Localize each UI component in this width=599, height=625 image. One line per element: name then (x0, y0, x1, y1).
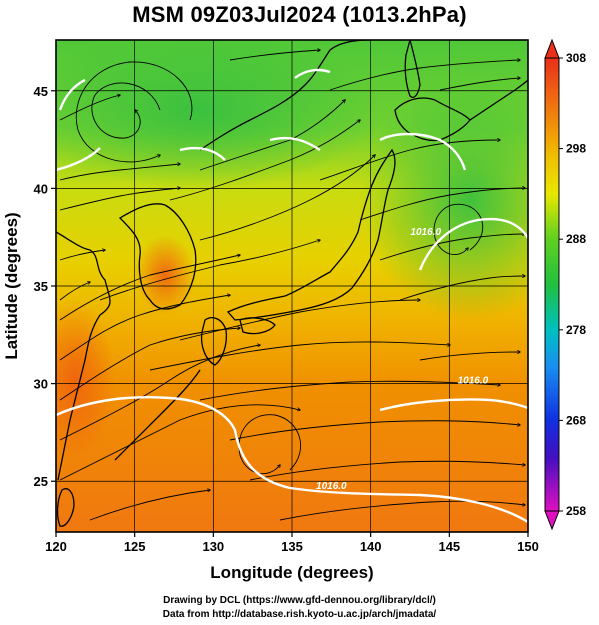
y-axis-label: Latitude (degrees) (2, 212, 21, 359)
colorbar-tick-label: 298 (566, 142, 586, 156)
isobar (179, 146, 226, 161)
isobar-label: 1016.0 (316, 481, 347, 492)
colorbar-tick-label: 258 (566, 504, 586, 518)
colorbar-ticks: 308 298 288 278 268 258 (559, 51, 586, 518)
kuril-islands (469, 79, 528, 121)
streamline (169, 120, 360, 201)
china-coast (56, 231, 111, 481)
taiwan-island (56, 488, 75, 527)
colorbar-tick-label: 278 (566, 323, 586, 337)
streamline (199, 100, 345, 171)
streamline (229, 50, 320, 61)
colorbar-tick-label: 288 (566, 232, 586, 246)
x-tick-label: 125 (124, 539, 146, 554)
korea-peninsula (118, 203, 197, 310)
x-axis-ticks: 120 125 130 135 140 145 150 (45, 532, 539, 554)
streamline (399, 276, 525, 301)
credit-drawing: Drawing by DCL (https://www.gfd-dennou.o… (163, 595, 436, 606)
isobar (58, 78, 86, 111)
x-tick-label: 120 (45, 539, 67, 554)
streamline (59, 250, 105, 261)
streamline (439, 78, 520, 91)
y-tick-label: 30 (34, 377, 48, 392)
x-tick-label: 140 (360, 539, 382, 554)
streamline (179, 300, 420, 341)
streamline (59, 255, 240, 321)
isobar-label: 1016.0 (458, 376, 489, 387)
plot-area: 1016.0 1016.0 1016.0 (56, 40, 528, 532)
streamline (59, 164, 180, 181)
y-tick-label: 40 (34, 181, 48, 196)
colorbar: 308 298 288 278 268 258 (544, 38, 586, 531)
chart-title: MSM 09Z03Jul2024 (1013.2hPa) (132, 2, 467, 27)
streamline (199, 380, 500, 401)
isobar (379, 132, 467, 171)
streamline (89, 490, 210, 521)
colorbar-tick-label: 308 (566, 51, 586, 65)
colorbar-extend-top (544, 38, 560, 59)
streamline (59, 95, 120, 121)
x-tick-label: 135 (281, 539, 303, 554)
streamline-vortex (91, 82, 161, 139)
colorbar-tick-label: 268 (566, 413, 586, 427)
russia-coast (199, 40, 371, 151)
hokkaido-island (394, 97, 471, 142)
honshu-island (226, 148, 396, 321)
streamline (59, 295, 230, 361)
streamline (59, 345, 260, 441)
y-tick-label: 45 (34, 84, 48, 99)
isobar-labels: 1016.0 1016.0 1016.0 (316, 227, 489, 492)
credit-data-source: Data from http://database.rish.kyoto-u.a… (162, 609, 437, 620)
streamline (59, 282, 90, 301)
x-tick-label: 145 (438, 539, 460, 554)
streamline (419, 352, 520, 361)
y-tick-label: 25 (34, 474, 48, 489)
streamline-vortex (433, 203, 484, 256)
kyushu-island (200, 317, 228, 366)
x-axis-label: Longitude (degrees) (210, 563, 373, 582)
streamline (379, 234, 525, 261)
streamline (149, 341, 450, 371)
x-tick-label: 130 (202, 539, 224, 554)
streamline (59, 188, 180, 211)
streamline-vortex (75, 61, 193, 163)
isobar (418, 217, 528, 271)
streamline (59, 404, 300, 481)
sakhalin-island (404, 40, 421, 99)
isobar (269, 136, 321, 151)
colorbar-extend-bottom (544, 510, 560, 531)
isobar (379, 398, 528, 412)
isobars (56, 68, 528, 524)
colorbar-bar (544, 57, 560, 512)
streamline (249, 460, 525, 481)
streamline (99, 240, 320, 301)
streamline (329, 60, 520, 91)
isobar-label: 1016.0 (410, 227, 441, 238)
x-tick-label: 150 (517, 539, 539, 554)
streamline (229, 420, 520, 441)
streamline (319, 140, 500, 181)
streamline (59, 328, 240, 401)
warm-region-korea (135, 235, 195, 315)
isobar (56, 395, 528, 524)
isobar (56, 147, 101, 172)
nansei-islands (114, 369, 201, 461)
land-masses (56, 40, 528, 527)
streamline (359, 188, 525, 221)
streamline (279, 500, 525, 521)
streamline (199, 155, 375, 241)
isobar (294, 68, 331, 79)
cool-region-north (56, 40, 380, 190)
y-tick-label: 35 (34, 279, 48, 294)
y-axis-ticks: 25 30 35 40 45 (34, 84, 56, 489)
streamlines (59, 50, 525, 521)
